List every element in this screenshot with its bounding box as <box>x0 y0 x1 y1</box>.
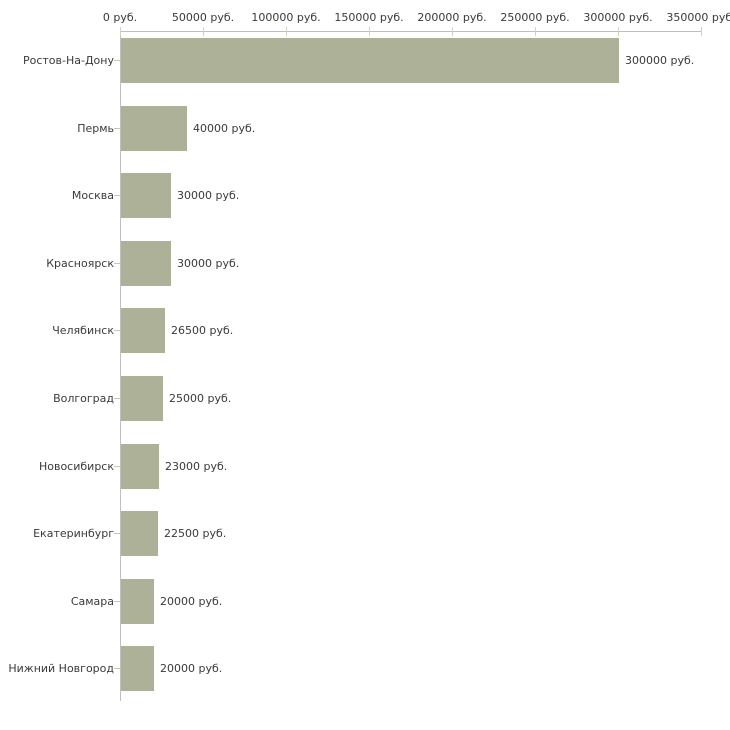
x-tick-label: 50000 руб. <box>171 11 235 24</box>
x-axis-tick <box>203 27 204 36</box>
bar-value-label: 30000 руб. <box>177 189 240 202</box>
category-label: Москва <box>71 189 114 202</box>
category-label: Новосибирск <box>38 460 114 473</box>
category-label: Самара <box>70 595 114 608</box>
bar-value-label: 20000 руб. <box>160 595 223 608</box>
x-axis-tick <box>535 27 536 36</box>
bar <box>121 646 154 691</box>
x-tick-label: 0 руб. <box>102 11 138 24</box>
x-axis-tick <box>701 27 702 36</box>
category-axis-tick <box>114 60 120 61</box>
bar-value-label: 25000 руб. <box>169 392 232 405</box>
bar-value-label: 30000 руб. <box>177 257 240 270</box>
x-axis-tick <box>369 27 370 36</box>
bar-value-label: 40000 руб. <box>193 122 256 135</box>
category-axis-tick <box>114 398 120 399</box>
category-axis-tick <box>114 466 120 467</box>
category-label: Челябинск <box>52 324 114 337</box>
category-label: Ростов-На-Дону <box>22 54 114 67</box>
bar-value-label: 300000 руб. <box>625 54 695 67</box>
y-axis-line <box>120 31 121 701</box>
category-label: Екатеринбург <box>33 527 114 540</box>
category-label: Пермь <box>77 122 114 135</box>
bar <box>121 511 158 556</box>
category-axis-tick <box>114 533 120 534</box>
category-axis-tick <box>114 195 120 196</box>
x-tick-label: 200000 руб. <box>417 11 487 24</box>
bar <box>121 106 187 151</box>
x-tick-label: 350000 руб. <box>666 11 730 24</box>
category-axis-tick <box>114 128 120 129</box>
x-axis-tick <box>452 27 453 36</box>
category-axis-tick <box>114 668 120 669</box>
category-label: Красноярск <box>46 257 114 270</box>
category-axis-tick <box>114 330 120 331</box>
category-axis-tick <box>114 263 120 264</box>
x-tick-label: 100000 руб. <box>251 11 321 24</box>
category-axis-tick <box>114 601 120 602</box>
bar <box>121 38 619 83</box>
bar-value-label: 22500 руб. <box>164 527 227 540</box>
x-tick-label: 250000 руб. <box>500 11 570 24</box>
x-tick-label: 150000 руб. <box>334 11 404 24</box>
x-axis-tick <box>120 27 121 36</box>
bar <box>121 444 159 489</box>
category-label: Волгоград <box>53 392 114 405</box>
x-axis-tick <box>618 27 619 36</box>
x-axis-tick <box>286 27 287 36</box>
bar-value-label: 23000 руб. <box>165 460 228 473</box>
bar <box>121 173 171 218</box>
x-tick-label: 300000 руб. <box>583 11 653 24</box>
bar-value-label: 20000 руб. <box>160 662 223 675</box>
bar <box>121 241 171 286</box>
bar-value-label: 26500 руб. <box>171 324 234 337</box>
category-label: Нижний Новгород <box>8 662 114 675</box>
x-axis-line <box>120 31 702 32</box>
bar <box>121 579 154 624</box>
bar <box>121 376 163 421</box>
bar <box>121 308 165 353</box>
